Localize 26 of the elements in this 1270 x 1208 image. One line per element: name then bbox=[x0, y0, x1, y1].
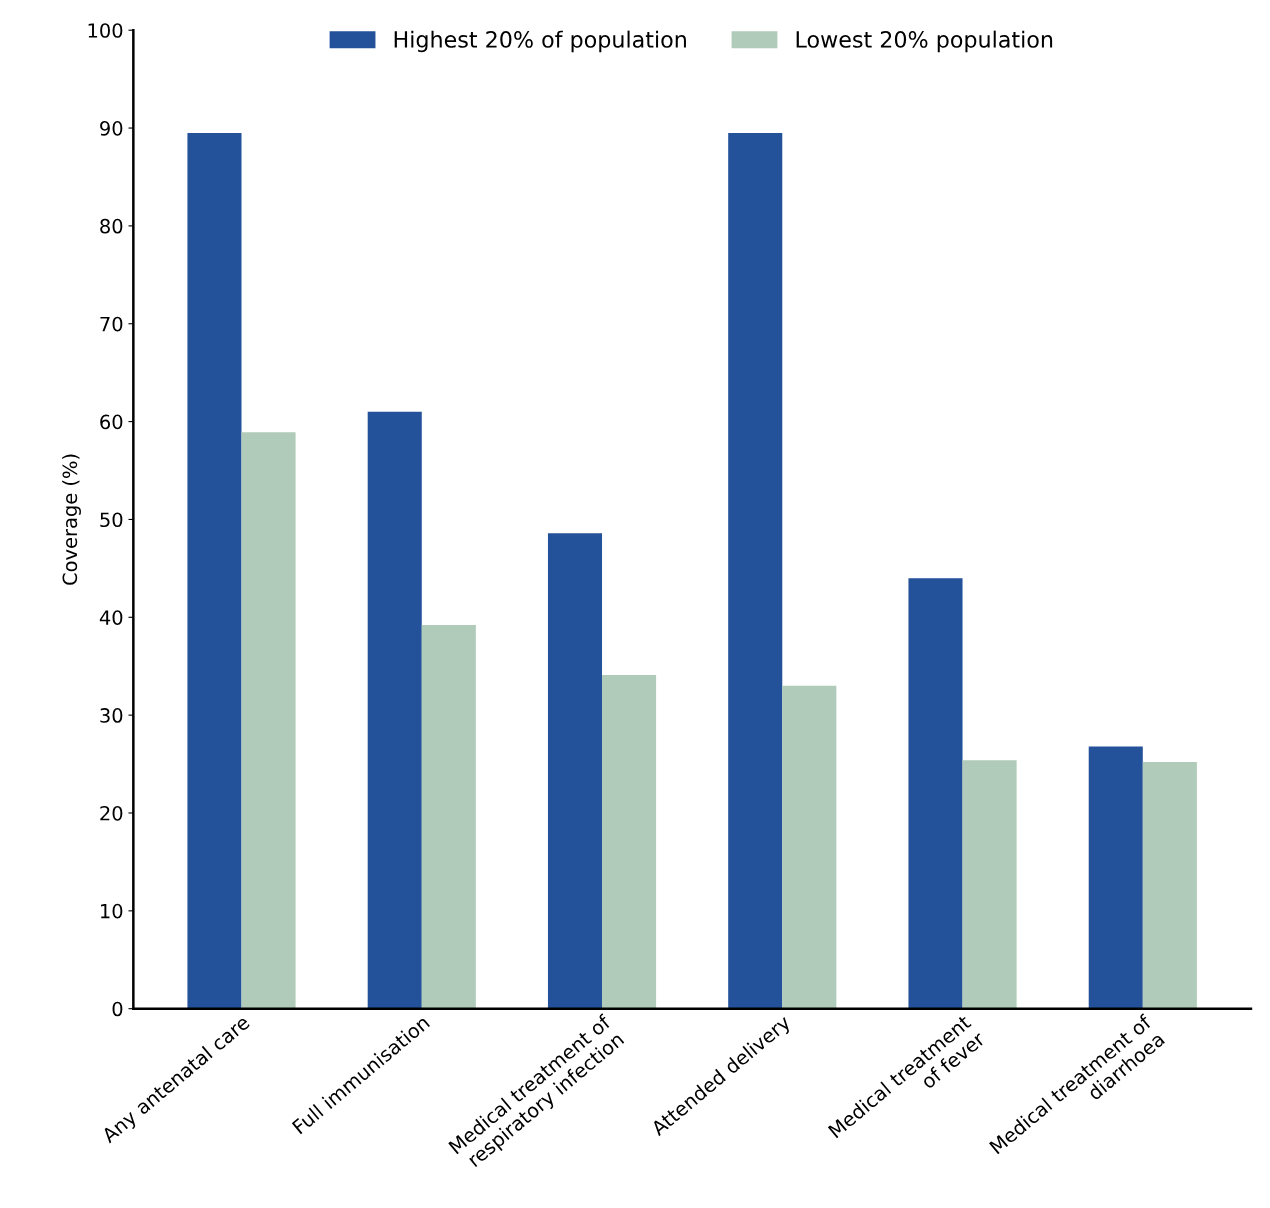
y-tick-label: 10 bbox=[101, 903, 123, 919]
y-tick-label: 60 bbox=[100, 414, 123, 430]
y-axis-title: Coverage (%) bbox=[62, 454, 81, 585]
y-tick-label: 20 bbox=[100, 805, 123, 821]
y-tick-label: 80 bbox=[100, 218, 123, 234]
y-tick-label: 70 bbox=[100, 316, 123, 332]
bar bbox=[1142, 762, 1197, 1009]
bar bbox=[602, 675, 657, 1009]
legend-label: Highest 20% of population bbox=[394, 30, 686, 53]
bar bbox=[187, 132, 242, 1009]
bar bbox=[782, 685, 837, 1009]
bar bbox=[728, 132, 783, 1009]
bar bbox=[421, 625, 476, 1009]
y-tick-label: 50 bbox=[100, 512, 123, 528]
bar bbox=[241, 432, 296, 1009]
bar bbox=[367, 411, 422, 1009]
y-tick-label: 0 bbox=[112, 1001, 123, 1017]
bar bbox=[1088, 746, 1143, 1009]
legend-label: Lowest 20% population bbox=[796, 30, 1053, 53]
y-tick-label: 100 bbox=[88, 23, 123, 38]
bar bbox=[962, 760, 1017, 1009]
bar bbox=[908, 578, 963, 1009]
y-tick-label: 90 bbox=[100, 121, 123, 136]
y-tick-label: 40 bbox=[99, 610, 123, 625]
y-tick-label: 30 bbox=[100, 708, 123, 723]
bar bbox=[547, 533, 603, 1009]
